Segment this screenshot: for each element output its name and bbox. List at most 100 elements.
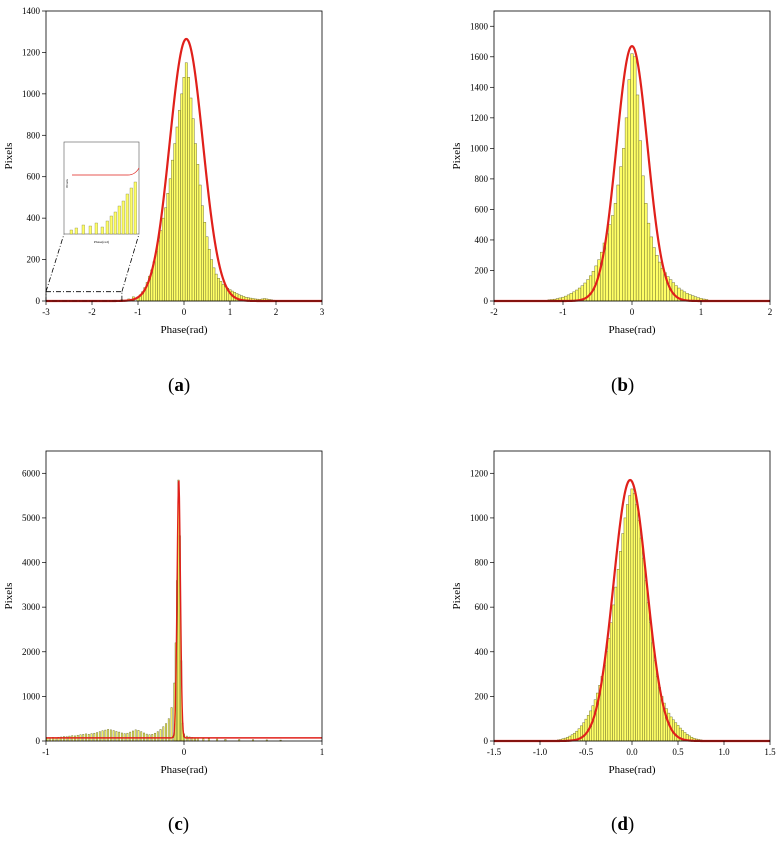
bar-c-0 <box>46 738 49 742</box>
caption-a: (a) <box>168 375 191 396</box>
inset-frame <box>63 141 140 235</box>
bar-d-24 <box>612 604 615 742</box>
xtick-label-d-6: 1.5 <box>764 747 776 757</box>
xtick-label-a-4: 1 <box>228 307 233 317</box>
bar-b-41 <box>660 267 664 302</box>
ytick-label-b-9: 1800 <box>470 21 489 31</box>
ytick-label-b-3: 600 <box>475 204 489 214</box>
inset-bar-4 <box>94 222 98 235</box>
bar-a-23 <box>178 110 181 302</box>
bar-b-40 <box>657 261 662 302</box>
bars <box>557 488 712 742</box>
bar-a-40 <box>217 277 220 302</box>
bar-d-28 <box>621 533 625 742</box>
bar-a-16 <box>161 217 165 302</box>
ytick-label-a-7: 1400 <box>22 6 41 16</box>
ytick-label-a-4: 800 <box>27 130 41 140</box>
bar-c-39 <box>154 732 156 742</box>
bar-d-51 <box>674 722 678 742</box>
bar-a-24 <box>180 93 184 302</box>
bar-c-32 <box>134 729 137 742</box>
bar-a-36 <box>207 248 211 302</box>
inset-bar-0 <box>69 229 73 235</box>
bar-d-39 <box>646 602 650 742</box>
bar-c-31 <box>132 730 134 742</box>
bar-a-27 <box>187 77 190 302</box>
chart-b: -2 -1 0 1 2 0 200 400 600 800 1000 1200 1400 1600 1800… <box>451 10 773 336</box>
inset-bar-1 <box>74 227 78 235</box>
x-axis-label-b: Phase(rad) <box>608 324 655 336</box>
ytick-label-a-2: 400 <box>27 213 41 223</box>
bar-d-27 <box>619 551 622 742</box>
bar-c-35 <box>143 732 145 742</box>
bar-c-40 <box>156 731 159 742</box>
bar-b-22 <box>608 224 612 302</box>
inset-fit-curve <box>72 167 140 176</box>
bar-a-35 <box>205 236 209 302</box>
bar-c-25 <box>115 731 118 742</box>
bar-c-22 <box>107 729 110 742</box>
inset-bar-11 <box>125 193 129 235</box>
bar-d-31 <box>628 495 632 742</box>
y-axis-label-a: Pixels <box>3 143 15 170</box>
bar-a-33 <box>201 205 204 302</box>
bar-a-38 <box>212 267 216 302</box>
ytick-label-b-8: 1600 <box>470 52 489 62</box>
bar-d-41 <box>651 642 655 742</box>
inset-y-label: Pixels <box>65 178 69 187</box>
zoom-region-box <box>45 291 123 302</box>
chart-d: -1.5 -1.0 -0.5 0.0 0.5 1.0 1.5 0 200 400 600 800 100… <box>451 450 776 776</box>
bar-d-21 <box>605 651 609 742</box>
bar-c-33 <box>137 730 140 742</box>
xtick-label-b-0: -2 <box>490 307 498 317</box>
bar-b-28 <box>624 117 629 302</box>
xtick-label-d-5: 1.0 <box>718 747 730 757</box>
bar-d-32 <box>630 488 634 742</box>
ytick-label-c-6: 6000 <box>22 468 41 478</box>
xtick-label-a-1: -2 <box>88 307 96 317</box>
bar-c-17 <box>93 732 96 742</box>
bar-d-23 <box>609 622 613 742</box>
xtick-label-c-2: 1 <box>320 747 325 757</box>
bar-c-34 <box>140 731 143 742</box>
ytick-label-c-4: 4000 <box>22 558 41 568</box>
bar-d-40 <box>649 622 652 742</box>
ytick-label-d-4: 800 <box>475 558 489 568</box>
bar-d-37 <box>642 557 645 742</box>
xtick-label-a-5: 2 <box>274 307 279 317</box>
bar-a-28 <box>189 97 193 302</box>
bar-d-11 <box>582 722 586 742</box>
ytick-label-d-6: 1200 <box>470 468 489 478</box>
bar-d-20 <box>603 664 606 742</box>
xtick-label-d-3: 0.0 <box>626 747 638 757</box>
bar-d-26 <box>616 569 620 742</box>
bar-c-29 <box>126 732 129 742</box>
bar-a-32 <box>198 184 202 302</box>
inset-bar-12 <box>129 187 133 235</box>
bar-c-41 <box>159 729 162 742</box>
xtick-label-b-4: 2 <box>768 307 773 317</box>
inset-bar-3 <box>88 225 92 235</box>
caption-b: (b) <box>611 375 635 396</box>
bar-a-21 <box>173 143 177 302</box>
bar-d-42 <box>653 660 657 742</box>
bar-b-36 <box>646 222 651 302</box>
bar-b-32 <box>635 94 640 302</box>
bar-b-34 <box>641 175 645 302</box>
xtick-label-b-1: -1 <box>559 307 567 317</box>
bar-b-23 <box>611 215 615 302</box>
bar-b-30 <box>630 53 634 302</box>
xtick-label-b-3: 1 <box>699 307 704 317</box>
x-axis-label-d: Phase(rad) <box>608 764 655 776</box>
ytick-label-b-6: 1200 <box>470 113 489 123</box>
zoom-connector-right <box>121 233 140 292</box>
inset-bar-10 <box>121 200 125 235</box>
bars <box>547 53 709 302</box>
bar-c-45 <box>170 707 173 742</box>
bar-d-29 <box>623 517 627 742</box>
bar-c-30 <box>129 731 132 742</box>
xtick-label-d-4: 0.5 <box>672 747 684 757</box>
bar-c-23 <box>109 729 112 742</box>
ytick-label-b-5: 1000 <box>470 143 489 153</box>
